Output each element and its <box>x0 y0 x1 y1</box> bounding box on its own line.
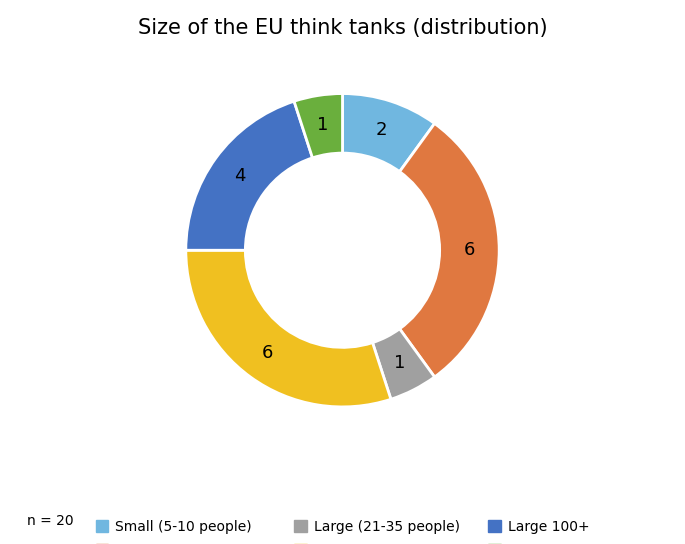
Text: 6: 6 <box>262 344 273 362</box>
Wedge shape <box>399 123 499 377</box>
Wedge shape <box>186 101 312 250</box>
Text: 2: 2 <box>376 121 388 139</box>
Wedge shape <box>186 250 391 407</box>
Wedge shape <box>294 94 342 158</box>
Legend: Small (5-10 people), Medium (11-20 people), Large (21-35 people), Large+ (50-99 : Small (5-10 people), Medium (11-20 peopl… <box>89 513 596 544</box>
Wedge shape <box>342 94 434 172</box>
Text: 1: 1 <box>395 354 406 372</box>
Title: Size of the EU think tanks (distribution): Size of the EU think tanks (distribution… <box>138 17 547 38</box>
Text: 1: 1 <box>317 116 328 134</box>
Text: n = 20: n = 20 <box>27 514 74 528</box>
Wedge shape <box>373 329 434 399</box>
Text: 4: 4 <box>234 166 246 184</box>
Text: 6: 6 <box>464 241 475 259</box>
